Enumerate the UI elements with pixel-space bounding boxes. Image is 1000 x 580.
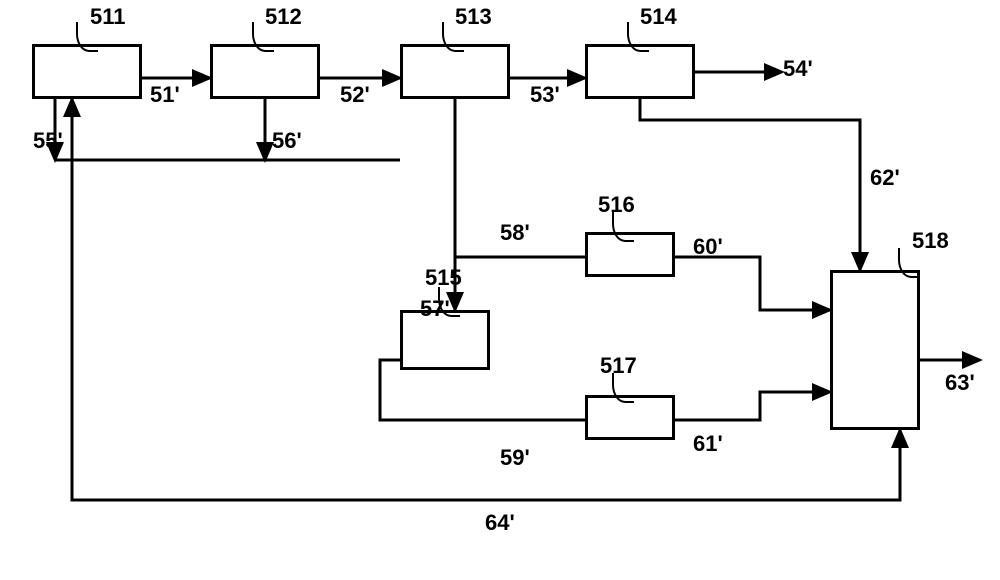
flowchart-diagram: 511512513514515516517518 51'52'53'54'55'…: [0, 0, 1000, 580]
edge-e60: [675, 257, 830, 310]
edge-label-e64: 64': [485, 510, 515, 536]
edge-label-e57: 57': [420, 296, 450, 322]
node-518: [830, 270, 920, 430]
edge-label-e63: 63': [945, 370, 975, 396]
node-512: [210, 44, 320, 99]
edge-label-e60: 60': [693, 234, 723, 260]
edge-e58: [455, 257, 585, 310]
node-513: [400, 44, 510, 99]
node-514: [585, 44, 695, 99]
edge-label-e52: 52': [340, 82, 370, 108]
node-511: [32, 44, 142, 99]
edge-label-e62: 62': [870, 165, 900, 191]
edge-label-e56: 56': [272, 128, 302, 154]
edge-e61: [675, 392, 830, 420]
edge-label-e51: 51': [150, 82, 180, 108]
edge-label-e58: 58': [500, 220, 530, 246]
edge-label-e54: 54': [783, 56, 813, 82]
edge-label-e55: 55': [33, 128, 63, 154]
edge-label-e61: 61': [693, 431, 723, 457]
edge-label-e59: 59': [500, 445, 530, 471]
edge-label-e53: 53': [530, 82, 560, 108]
